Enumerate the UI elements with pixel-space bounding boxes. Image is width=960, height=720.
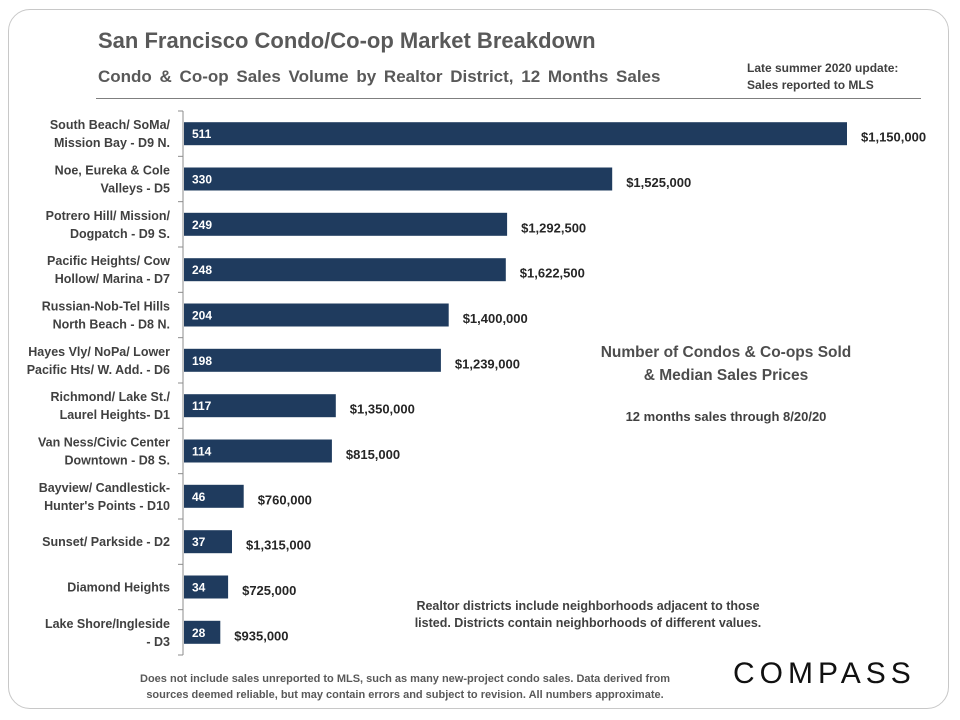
legend-period: 12 months sales through 8/20/20 — [625, 409, 827, 424]
bar — [184, 575, 229, 599]
median-price-label: $1,292,500 — [521, 220, 586, 235]
median-price-label: $1,350,000 — [350, 402, 415, 417]
category-label: Richmond/ Lake St./Laurel Heights- D1 — [51, 390, 171, 422]
median-price-label: $1,239,000 — [455, 356, 520, 371]
category-label: Diamond Heights — [67, 581, 170, 595]
median-price-label: $1,525,000 — [626, 175, 691, 190]
bar-value-label: 114 — [192, 445, 212, 459]
category-label: Noe, Eureka & Cole Valleys - D5 — [55, 164, 170, 196]
footer-disclaimer-line2: sources deemed reliable, but may contain… — [146, 689, 664, 701]
median-price-label: $760,000 — [258, 492, 312, 507]
bar — [184, 167, 613, 191]
bar — [184, 484, 244, 508]
category-label: Hayes Vly/ NoPa/ Lower Pacific Hts/ W. Ad… — [27, 345, 170, 377]
bar-value-label: 330 — [192, 173, 212, 187]
title-divider — [96, 98, 921, 99]
bar — [184, 303, 449, 327]
category-label: Lake Shore/Ingleside - D3 — [45, 617, 170, 649]
bar-value-label: 198 — [192, 354, 212, 368]
update-note-line1: Late summer 2020 update: — [747, 61, 899, 75]
bar-value-label: 248 — [192, 263, 212, 277]
bar-value-label: 117 — [192, 399, 212, 413]
bar-value-label: 34 — [192, 581, 206, 595]
median-price-label: $1,315,000 — [246, 538, 311, 553]
category-label: Bayview/ Candlestick-Hunter's Points - D… — [39, 481, 170, 513]
chart-subtitle: Condo & Co-op Sales Volume by Realtor Di… — [98, 67, 661, 86]
bar-value-label: 511 — [192, 127, 212, 141]
district-note-line1: Realtor districts include neighborhoods … — [416, 599, 760, 613]
bar — [184, 122, 847, 146]
bar — [184, 212, 508, 236]
category-label: Sunset/ Parkside - D2 — [42, 535, 170, 549]
slide-frame — [8, 9, 949, 709]
median-price-label: $935,000 — [234, 628, 288, 643]
compass-logo: COMPASS — [733, 657, 916, 690]
footer-disclaimer-line1: Does not include sales unreported to MLS… — [140, 673, 670, 685]
bar — [184, 439, 332, 463]
bar-value-label: 46 — [192, 490, 206, 504]
bar-value-label: 37 — [192, 535, 206, 549]
category-label: Pacific Heights/ Cow Hollow/ Marina - D7 — [47, 254, 170, 286]
category-label: South Beach/ SoMa/Mission Bay - D9 N. — [50, 118, 171, 150]
bar — [184, 348, 441, 372]
legend-title-line2: & Median Sales Prices — [643, 367, 809, 384]
bar — [184, 530, 232, 554]
district-note-line2: listed. Districts contain neighborhoods … — [414, 616, 762, 630]
bar — [184, 258, 506, 282]
bar-value-label: 249 — [192, 218, 212, 232]
legend-title-line1: Number of Condos & Co-ops Sold — [600, 344, 852, 361]
bar-value-label: 204 — [192, 309, 212, 323]
category-label: Russian-Nob-Tel Hills North Beach - D8 N. — [42, 300, 170, 332]
update-note-line2: Sales reported to MLS — [747, 78, 874, 92]
category-label: Van Ness/Civic Center Downtown - D8 S. — [38, 436, 170, 468]
median-price-label: $1,400,000 — [463, 311, 528, 326]
bar — [184, 394, 336, 418]
category-label: Potrero Hill/ Mission/Dogpatch - D9 S. — [46, 209, 171, 241]
median-price-label: $1,622,500 — [520, 266, 585, 281]
chart-title: San Francisco Condo/Co-op Market Breakdo… — [98, 28, 596, 53]
median-price-label: $725,000 — [242, 583, 296, 598]
median-price-label: $1,150,000 — [861, 130, 926, 145]
bar-value-label: 28 — [192, 626, 206, 640]
bar — [184, 620, 221, 644]
median-price-label: $815,000 — [346, 447, 400, 462]
